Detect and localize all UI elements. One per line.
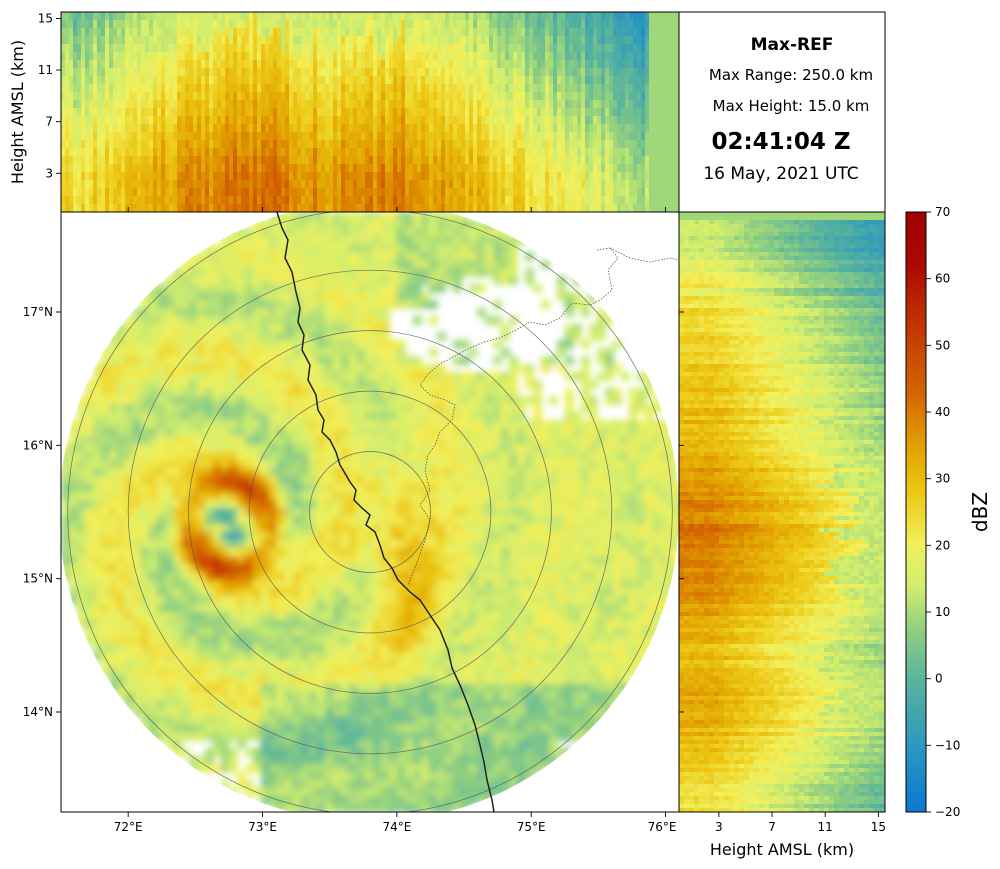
height-tick-label: 11 <box>38 63 53 77</box>
range-rings <box>67 212 673 812</box>
colorbar-tick-label: −10 <box>935 738 960 752</box>
height-tick-label: 3 <box>45 166 53 180</box>
lon-tick-label: 75°E <box>517 820 546 834</box>
colorbar-tick-label: 0 <box>935 672 943 686</box>
right-height-panel <box>679 212 885 812</box>
height-tick-label: 15 <box>38 11 53 25</box>
map-panel <box>61 212 679 812</box>
top-height-panel <box>61 12 679 212</box>
info-time: 02:41:04 Z <box>711 129 851 155</box>
lon-tick-label: 73°E <box>248 820 277 834</box>
colorbar-tick-label: 20 <box>935 538 950 552</box>
height-tick-label: 7 <box>45 115 53 129</box>
colorbar-tick-label: 40 <box>935 405 950 419</box>
border-line <box>407 247 619 586</box>
border-line-east <box>609 247 679 263</box>
lat-tick-label: 16°N <box>23 438 53 452</box>
info-max-height: Max Height: 15.0 km <box>712 97 870 115</box>
lon-tick-label: 74°E <box>382 820 411 834</box>
height-tick-label: 3 <box>715 820 723 834</box>
axes: 72°E 73°E 74°E 75°E 76°E 14°N 15°N 16°N 17°N 3 7 11… <box>23 11 961 834</box>
lon-tick-label: 72°E <box>114 820 143 834</box>
lat-tick-label: 17°N <box>23 305 53 319</box>
lat-tick-label: 14°N <box>23 705 53 719</box>
colorbar <box>905 211 927 813</box>
top-ylabel: Height AMSL (km) <box>8 40 27 184</box>
info-max-range: Max Range: 250.0 km <box>708 66 874 84</box>
colorbar-tick-label: 60 <box>935 272 950 286</box>
right-xlabel: Height AMSL (km) <box>710 840 854 859</box>
coastline <box>276 212 495 812</box>
colorbar-tick-label: 10 <box>935 605 950 619</box>
lat-tick-label: 15°N <box>23 572 53 586</box>
height-tick-label: 11 <box>818 820 833 834</box>
info-frame <box>678 11 886 213</box>
info-date: 16 May, 2021 UTC <box>703 164 859 184</box>
lon-tick-label: 76°E <box>648 820 677 834</box>
colorbar-tick-label: 70 <box>935 205 950 219</box>
colorbar-tick-label: 50 <box>935 338 950 352</box>
info-product: Max-REF <box>750 35 834 55</box>
colorbar-label: dBZ <box>968 492 992 532</box>
height-tick-label: 15 <box>871 820 886 834</box>
colorbar-tick-label: −20 <box>935 805 960 819</box>
height-tick-label: 7 <box>768 820 776 834</box>
colorbar-tick-label: 30 <box>935 472 950 486</box>
